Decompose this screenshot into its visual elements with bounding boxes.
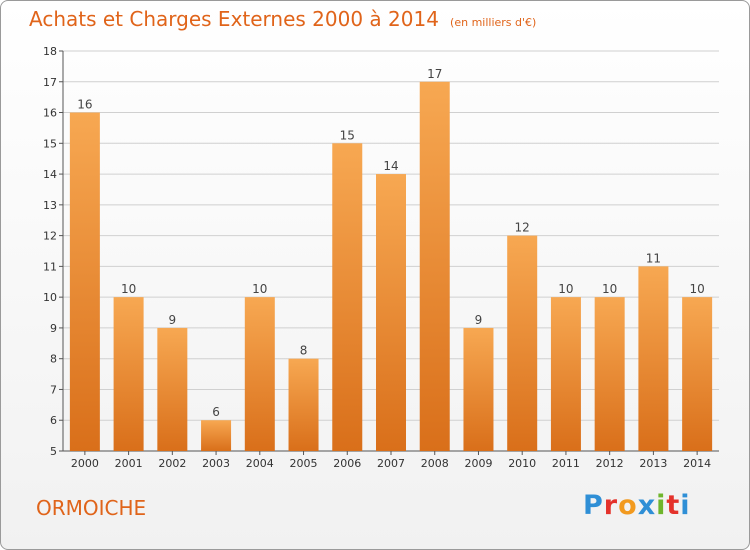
- logo-letter: P: [583, 490, 604, 521]
- data-label-2011: 10: [558, 282, 573, 296]
- data-label-2010: 12: [515, 221, 530, 235]
- bar-2011: [550, 297, 581, 451]
- x-tick-label: 2010: [508, 457, 536, 470]
- chart-title: Achats et Charges Externes 2000 à 2014: [29, 7, 439, 31]
- x-tick-label: 2002: [158, 457, 186, 470]
- data-label-2009: 9: [475, 313, 483, 327]
- data-label-2008: 17: [427, 67, 442, 81]
- x-tick-label: 2005: [290, 457, 318, 470]
- data-label-2004: 10: [252, 282, 267, 296]
- bar-2014: [682, 297, 713, 451]
- x-tick-label: 2000: [71, 457, 99, 470]
- logo-letter: i: [680, 490, 691, 521]
- data-label-2007: 14: [383, 159, 398, 173]
- x-tick-label: 2006: [333, 457, 361, 470]
- bar-2012: [594, 297, 625, 451]
- y-tick-labels: 5 6 7 8 9 10 11 12 13 14 15 16 17 18: [43, 45, 57, 458]
- y-tick-label: 14: [43, 168, 57, 181]
- commune-name: ORMOICHE: [36, 496, 147, 520]
- bar-2006: [332, 143, 363, 452]
- y-tick-label: 11: [43, 260, 57, 273]
- y-tick-label: 16: [43, 107, 57, 120]
- x-tick-label: 2004: [246, 457, 274, 470]
- bar-2002: [157, 327, 188, 451]
- y-tick-label: 8: [50, 353, 57, 366]
- bar-2001: [113, 297, 144, 451]
- x-tick-label: 2012: [596, 457, 624, 470]
- y-tick-label: 9: [50, 322, 57, 335]
- bar-2000: [69, 112, 100, 452]
- y-tick-label: 13: [43, 199, 57, 212]
- x-tick-labels: 2000 2001 2002 2003 2004 2005 2006 2007 2008 2009…: [71, 457, 711, 470]
- bar-2009: [463, 327, 494, 451]
- bar-2010: [507, 235, 538, 451]
- data-label-2005: 8: [300, 344, 308, 358]
- data-label-2002: 9: [169, 313, 177, 327]
- logo-letter: i: [656, 490, 667, 521]
- y-tick-label: 17: [43, 76, 57, 89]
- data-label-2000: 16: [77, 98, 92, 112]
- y-tick-label: 5: [50, 445, 57, 458]
- proxiti-logo[interactable]: Proxiti: [583, 490, 691, 521]
- data-labels: 16 10 9 6 10 8 15 14 17 9 12 10 10 11 10: [77, 67, 705, 419]
- bar-2013: [638, 266, 669, 451]
- logo-letter: r: [603, 490, 619, 521]
- y-tick-label: 10: [43, 291, 57, 304]
- logo-letter: t: [666, 490, 681, 521]
- x-tick-label: 2003: [202, 457, 230, 470]
- bar-2003: [201, 420, 232, 451]
- y-tick-label: 18: [43, 45, 57, 58]
- chart-subtitle: (en milliers d'€): [450, 16, 537, 29]
- x-tick-label: 2014: [683, 457, 711, 470]
- data-label-2014: 10: [689, 282, 704, 296]
- bar-2005: [288, 358, 319, 451]
- bar-2007: [376, 174, 406, 452]
- y-tick-label: 12: [43, 230, 57, 243]
- y-tick-label: 6: [50, 414, 57, 427]
- bar-2004: [244, 297, 275, 451]
- x-tick-label: 2001: [115, 457, 143, 470]
- data-label-2006: 15: [340, 128, 355, 142]
- title-row: Achats et Charges Externes 2000 à 2014 (…: [29, 7, 536, 31]
- bars: [69, 81, 713, 452]
- logo-letter: o: [618, 490, 638, 521]
- x-tick-label: 2007: [377, 457, 405, 470]
- y-tick-label: 7: [50, 383, 57, 396]
- data-label-2001: 10: [121, 282, 136, 296]
- x-tick-label: 2013: [639, 457, 667, 470]
- logo-letter: x: [637, 490, 657, 521]
- y-tick-label: 15: [43, 137, 57, 150]
- data-label-2013: 11: [646, 251, 661, 265]
- data-label-2003: 6: [212, 405, 220, 419]
- bar-2008: [419, 81, 450, 452]
- x-tick-label: 2008: [421, 457, 449, 470]
- x-tick-label: 2009: [464, 457, 492, 470]
- x-tick-label: 2011: [552, 457, 580, 470]
- data-label-2012: 10: [602, 282, 617, 296]
